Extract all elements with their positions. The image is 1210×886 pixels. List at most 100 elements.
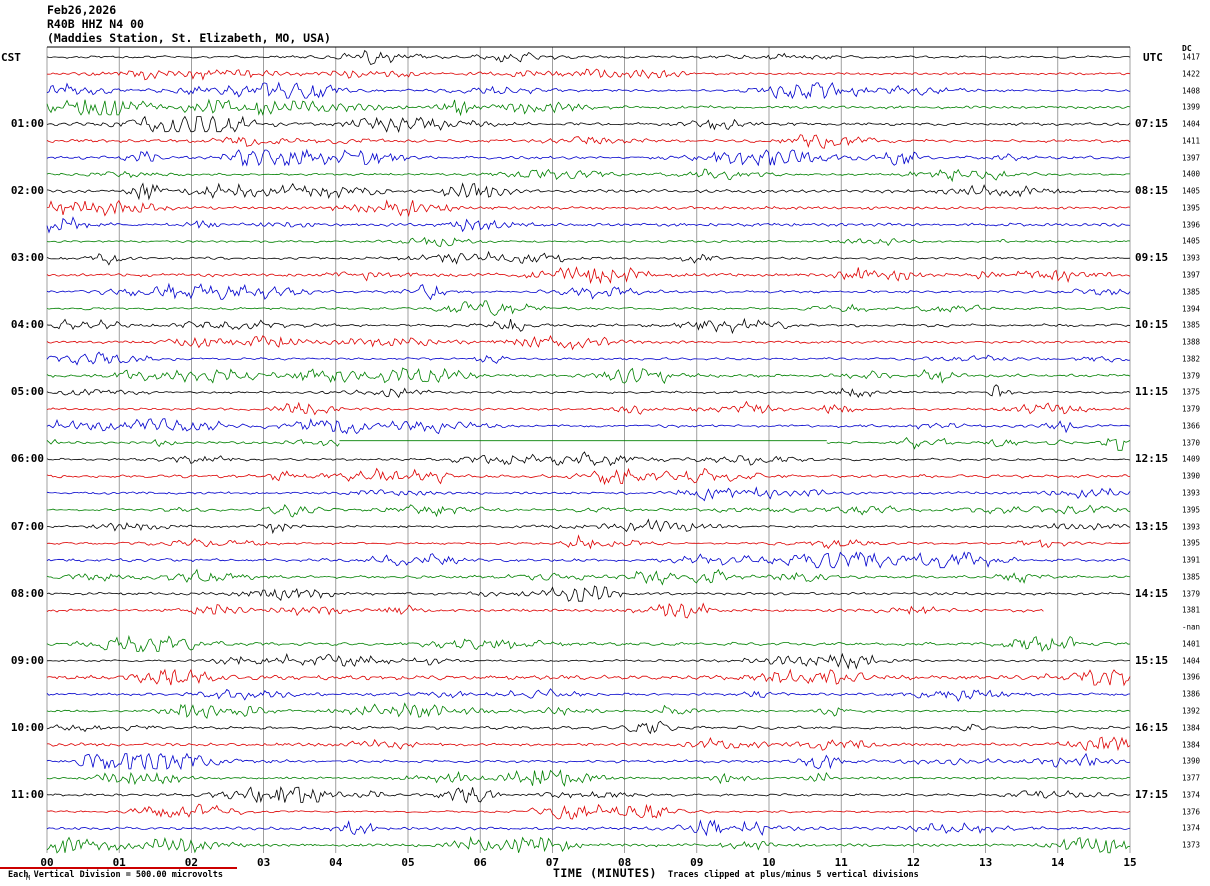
seismic-trace-row-22 bbox=[46, 418, 1131, 435]
seismic-trace-row-35 bbox=[46, 634, 1131, 653]
dc-value-row-1: 1422 bbox=[1182, 69, 1201, 79]
x-tick-11: 11 bbox=[834, 856, 848, 869]
x-tick-10: 10 bbox=[762, 856, 776, 869]
seismic-trace-row-28 bbox=[46, 518, 1131, 535]
seismic-trace-row-2 bbox=[46, 81, 1131, 100]
seismic-trace-row-0 bbox=[46, 49, 1131, 65]
seismic-trace-row-9 bbox=[46, 199, 1131, 218]
seismic-trace-row-11 bbox=[46, 236, 1131, 247]
x-tick-06: 06 bbox=[473, 856, 487, 869]
corner-mark: M bbox=[26, 874, 31, 882]
cst-hour-label-0400: 04:00 bbox=[10, 318, 44, 332]
scale-note: Each Vertical Division = 500.00 microvol… bbox=[8, 870, 223, 880]
utc-hour-label-0715: 07:15 bbox=[1135, 117, 1169, 131]
seismic-trace-row-6 bbox=[46, 148, 1131, 167]
utc-hour-label-1515: 15:15 bbox=[1135, 653, 1169, 667]
dc-value-row-46: 1374 bbox=[1182, 823, 1201, 833]
seismic-trace-row-12 bbox=[46, 250, 1131, 266]
seismic-trace-row-37 bbox=[46, 668, 1131, 687]
dc-value-row-32: 1379 bbox=[1182, 589, 1201, 599]
cst-hour-label-1000: 10:00 bbox=[10, 720, 44, 734]
seismic-trace-row-32 bbox=[46, 585, 1131, 602]
seismic-trace-row-44 bbox=[46, 785, 1131, 804]
red-underline bbox=[0, 867, 237, 869]
dc-value-row-15: 1394 bbox=[1182, 304, 1201, 314]
seismic-trace-row-43 bbox=[46, 769, 1131, 787]
dc-value-row-35: 1401 bbox=[1182, 639, 1201, 649]
seismic-trace-row-8 bbox=[46, 182, 1131, 201]
dc-value-row-25: 1390 bbox=[1182, 471, 1201, 481]
dc-value-row-36: 1404 bbox=[1182, 656, 1201, 666]
cst-hour-label-0700: 07:00 bbox=[10, 519, 44, 533]
utc-hour-label-0915: 09:15 bbox=[1135, 251, 1169, 265]
x-tick-03: 03 bbox=[256, 856, 271, 869]
seismic-trace-row-25 bbox=[46, 467, 1131, 486]
dc-value-row-34: -nan bbox=[1182, 622, 1201, 632]
dc-value-row-5: 1411 bbox=[1182, 136, 1201, 146]
dc-value-row-2: 1408 bbox=[1182, 86, 1201, 96]
dc-value-row-17: 1388 bbox=[1182, 337, 1201, 347]
utc-hour-label-0815: 08:15 bbox=[1135, 184, 1169, 198]
dc-value-row-39: 1392 bbox=[1182, 706, 1201, 716]
cst-hour-label-0900: 09:00 bbox=[10, 653, 44, 667]
seismic-trace-row-36 bbox=[46, 652, 1131, 670]
seismic-trace-row-42 bbox=[46, 752, 1131, 771]
dc-value-row-14: 1385 bbox=[1182, 287, 1201, 297]
dc-value-row-21: 1379 bbox=[1182, 404, 1201, 414]
x-tick-15: 15 bbox=[1123, 856, 1137, 869]
utc-hour-label-1315: 13:15 bbox=[1135, 519, 1169, 533]
seismic-trace-row-19 bbox=[46, 367, 1131, 385]
cst-hour-label-0100: 01:00 bbox=[10, 117, 44, 131]
seismic-trace-row-20 bbox=[46, 384, 1131, 399]
dc-value-row-9: 1395 bbox=[1182, 203, 1201, 213]
seismic-trace-row-38 bbox=[46, 688, 1131, 702]
cst-hour-label-0800: 08:00 bbox=[10, 586, 44, 600]
clip-note: Traces clipped at plus/minus 5 vertical … bbox=[668, 870, 919, 880]
dc-value-row-31: 1385 bbox=[1182, 572, 1201, 582]
x-tick-00: 00 bbox=[40, 856, 54, 869]
seismic-trace-row-17 bbox=[46, 334, 1131, 351]
seismic-trace-row-13 bbox=[46, 266, 1131, 285]
x-tick-08: 08 bbox=[617, 856, 632, 869]
dc-value-row-30: 1391 bbox=[1182, 555, 1201, 565]
seismic-trace-row-31 bbox=[46, 568, 1131, 586]
timezone-right-label: UTC bbox=[1143, 51, 1163, 64]
plot-titles: Feb26,2026 R40B HHZ N4 00 (Maddies Stati… bbox=[47, 3, 331, 45]
seismic-trace-row-16 bbox=[46, 317, 1131, 335]
dc-value-row-40: 1384 bbox=[1182, 723, 1201, 733]
cst-hour-label-0600: 06:00 bbox=[10, 452, 44, 466]
dc-value-row-27: 1395 bbox=[1182, 505, 1201, 515]
seismic-trace-row-40 bbox=[46, 720, 1131, 735]
utc-hour-label-1215: 12:15 bbox=[1135, 452, 1169, 466]
seismic-trace-row-3 bbox=[46, 98, 1131, 117]
seismic-trace-row-39 bbox=[46, 702, 1131, 720]
dc-value-row-29: 1395 bbox=[1182, 538, 1201, 548]
x-tick-05: 05 bbox=[401, 856, 415, 869]
x-tick-14: 14 bbox=[1051, 856, 1065, 869]
dc-value-row-44: 1374 bbox=[1182, 790, 1201, 800]
dc-value-row-26: 1393 bbox=[1182, 488, 1201, 498]
x-tick-09: 09 bbox=[690, 856, 704, 869]
dc-value-row-6: 1397 bbox=[1182, 153, 1201, 163]
utc-hour-label-1715: 17:15 bbox=[1135, 787, 1169, 801]
seismic-trace-row-10 bbox=[46, 216, 1131, 234]
cst-hour-label-0200: 02:00 bbox=[10, 184, 44, 198]
dc-value-row-13: 1397 bbox=[1182, 270, 1201, 280]
dc-value-row-19: 1379 bbox=[1182, 371, 1201, 381]
seismic-trace-row-23 bbox=[46, 437, 1131, 451]
dc-value-row-4: 1404 bbox=[1182, 119, 1201, 129]
x-tick-01: 01 bbox=[112, 856, 126, 869]
x-tick-02: 02 bbox=[184, 856, 199, 869]
x-axis-title: TIME (MINUTES) bbox=[553, 866, 657, 880]
utc-hour-label-1015: 10:15 bbox=[1135, 318, 1169, 332]
dc-value-row-20: 1375 bbox=[1182, 387, 1201, 397]
dc-value-row-33: 1381 bbox=[1182, 605, 1201, 615]
dc-value-row-41: 1384 bbox=[1182, 740, 1201, 750]
minute-grid bbox=[46, 46, 1131, 853]
dc-value-row-12: 1393 bbox=[1182, 253, 1201, 263]
utc-hour-label-1615: 16:15 bbox=[1135, 720, 1169, 734]
station-location: (Maddies Station, St. Elizabeth, MO, USA… bbox=[47, 31, 331, 45]
dc-value-row-16: 1385 bbox=[1182, 320, 1201, 330]
seismic-trace-row-5 bbox=[46, 134, 1131, 149]
